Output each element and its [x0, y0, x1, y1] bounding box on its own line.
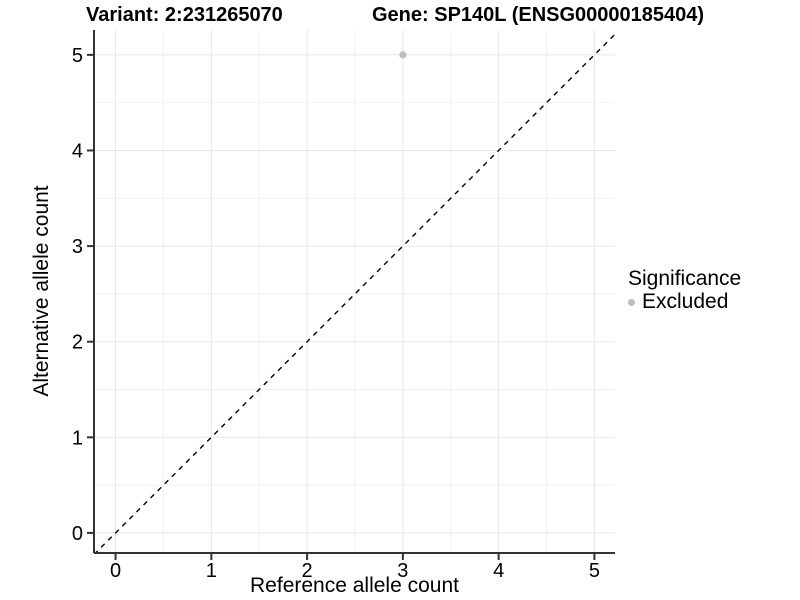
legend-title: Significance [628, 267, 742, 290]
y-tick-label: 3 [72, 236, 83, 258]
x-tick-label: 0 [110, 560, 121, 582]
y-tick-label: 5 [72, 45, 83, 67]
variant-title: Variant: 2:231265070 [86, 4, 283, 26]
x-tick-label: 3 [397, 560, 408, 582]
legend-item-label: Excluded [642, 290, 729, 313]
data-point [399, 51, 407, 59]
gene-title: Gene: SP140L (ENSG00000185404) [372, 4, 705, 26]
y-axis-title: Alternative allele count [30, 185, 53, 397]
x-axis-title: Reference allele count [250, 574, 459, 597]
legend-point-icon [628, 298, 635, 306]
x-tick-label: 4 [493, 560, 504, 582]
y-tick-label: 1 [72, 427, 83, 449]
x-tick-label: 5 [589, 560, 600, 582]
x-tick-label: 2 [302, 560, 313, 582]
y-tick-label: 0 [72, 523, 83, 545]
y-tick-label: 4 [72, 140, 83, 162]
identity-line [94, 33, 615, 553]
legend-item-excluded: Excluded [628, 290, 741, 313]
y-tick-label: 2 [72, 332, 83, 354]
x-tick-label: 1 [206, 560, 217, 582]
legend: Significance Excluded [628, 267, 742, 313]
